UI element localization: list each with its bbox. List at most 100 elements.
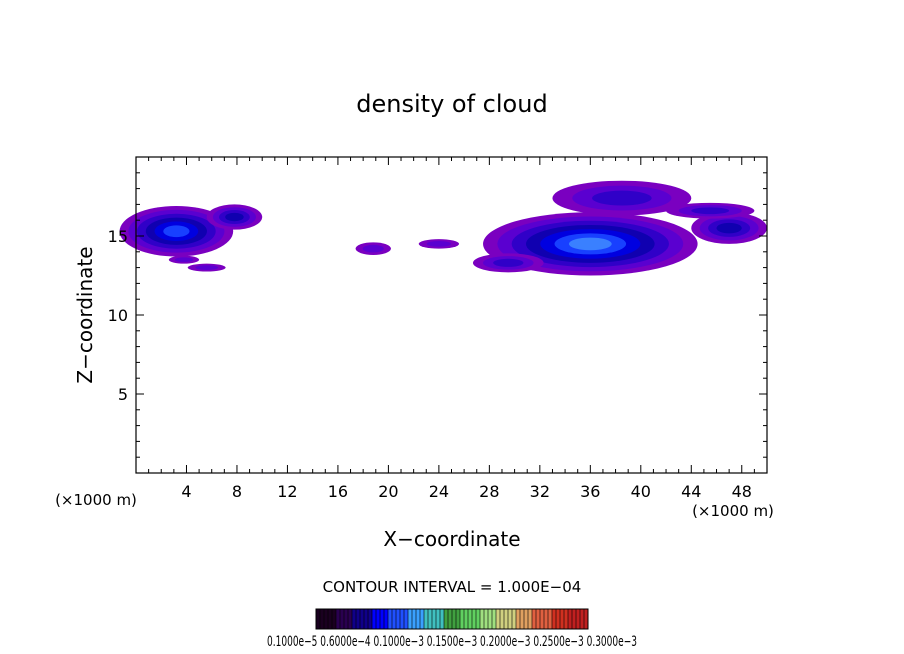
colorbar-cell [460, 609, 465, 629]
colorbar-cell [464, 609, 469, 629]
colorbar-cell [432, 609, 437, 629]
colorbar-cell [356, 609, 361, 629]
colorbar-cell [572, 609, 577, 629]
x-axis-ticks: 4 8 12 16 20 24 28 32 36 40 44 48 [148, 157, 755, 501]
x-tick-label: 28 [479, 482, 499, 501]
colorbar-cell [476, 609, 481, 629]
colorbar-cell [396, 609, 401, 629]
cloud-far-east-upper-level-2 [691, 207, 730, 215]
colorbar-cell [472, 609, 477, 629]
colorbar-cell [492, 609, 497, 629]
colorbar-cell [392, 609, 397, 629]
x-tick-label: 20 [378, 482, 398, 501]
colorbar-cell [544, 609, 549, 629]
x-unit-left: (×1000 m) [55, 491, 137, 509]
colorbar-cell [448, 609, 453, 629]
colorbar-cell [416, 609, 421, 629]
colorbar-cell [480, 609, 485, 629]
colorbar-cell [384, 609, 389, 629]
x-tick-label: 12 [277, 482, 297, 501]
colorbar-cell [368, 609, 373, 629]
colorbar-cell [428, 609, 433, 629]
colorbar-frame [315, 608, 589, 630]
y-tick-label: 15 [108, 227, 128, 246]
colorbar-cell [324, 609, 329, 629]
cloud-far-east-level-3 [716, 222, 742, 234]
colorbar-cell [320, 609, 325, 629]
colorbar-cell [376, 609, 381, 629]
colorbar-cell [404, 609, 409, 629]
y-axis-ticks: 5 10 15 [108, 172, 767, 458]
cloud-west-patch-b [187, 263, 226, 272]
cloud-east-anvil-level-2 [592, 190, 652, 206]
colorbar-cell [580, 609, 585, 629]
cloud-west-main [119, 205, 234, 257]
colorbar-cell [520, 609, 525, 629]
x-tick-label: 36 [580, 482, 600, 501]
x-tick-label: 44 [681, 482, 701, 501]
cloud-mid-b-level-1 [426, 241, 451, 247]
colorbar-cell [400, 609, 405, 629]
cloud-far-east [691, 212, 767, 244]
colorbar-cell [536, 609, 541, 629]
colorbar-cell [360, 609, 365, 629]
x-tick-label: 16 [328, 482, 348, 501]
cloud-field [119, 180, 767, 276]
x-unit-right: (×1000 m) [692, 502, 774, 520]
colorbar-cell [352, 609, 357, 629]
colorbar-cell [316, 609, 321, 629]
colorbar-cell [420, 609, 425, 629]
cloud-west-main-level-5 [163, 225, 190, 238]
colorbar-cell [364, 609, 369, 629]
cloud-far-east-upper [666, 202, 755, 219]
colorbar-cell [456, 609, 461, 629]
colorbar-cell [564, 609, 569, 629]
colorbar-cell [560, 609, 565, 629]
colorbar-cell [412, 609, 417, 629]
colorbar-cell [512, 609, 517, 629]
colorbar-cell [584, 609, 589, 629]
y-tick-label: 10 [108, 306, 128, 325]
colorbar-cell [344, 609, 349, 629]
colorbar-cell [516, 609, 521, 629]
colorbar-cell [408, 609, 413, 629]
cloud-east-anvil [552, 180, 692, 216]
colorbar-cell [552, 609, 557, 629]
cloud-mid-a-level-1 [362, 244, 384, 253]
colorbar-cell [496, 609, 501, 629]
colorbar-cell [444, 609, 449, 629]
cloud-west-patch-a [168, 255, 200, 264]
cloud-mid-b [418, 239, 460, 249]
colorbar-cell [336, 609, 341, 629]
cloud-west-patch-a-level-1 [174, 257, 194, 263]
cloud-mid-a [355, 242, 391, 255]
y-axis-label: Z−coordinate [73, 246, 97, 383]
colorbar-tick-labels: 0.1000e−5 0.6000e−4 0.1000e−3 0.1500e−3 … [267, 634, 637, 650]
colorbar-cell [532, 609, 537, 629]
x-tick-label: 32 [530, 482, 550, 501]
colorbar-cell [372, 609, 377, 629]
colorbar [315, 609, 589, 629]
x-tick-label: 24 [429, 482, 449, 501]
colorbar-cell [340, 609, 345, 629]
x-tick-label: 4 [181, 482, 191, 501]
cloud-west-patch-b-level-1 [195, 265, 219, 270]
colorbar-cell [576, 609, 581, 629]
colorbar-cell [504, 609, 509, 629]
x-tick-label: 8 [232, 482, 242, 501]
colorbar-cell [524, 609, 529, 629]
colorbar-cell [380, 609, 385, 629]
colorbar-cell [424, 609, 429, 629]
colorbar-cell [484, 609, 489, 629]
colorbar-cell [328, 609, 333, 629]
colorbar-cell [468, 609, 473, 629]
colorbar-cell [556, 609, 561, 629]
x-tick-label: 40 [631, 482, 651, 501]
colorbar-cell [540, 609, 545, 629]
chart-title: density of cloud [356, 90, 547, 118]
y-tick-label: 5 [118, 385, 128, 404]
cloud-east-tail-level-2 [493, 258, 524, 267]
contour-interval-label: CONTOUR INTERVAL = 1.000E−04 [323, 578, 582, 596]
colorbar-cell [568, 609, 573, 629]
